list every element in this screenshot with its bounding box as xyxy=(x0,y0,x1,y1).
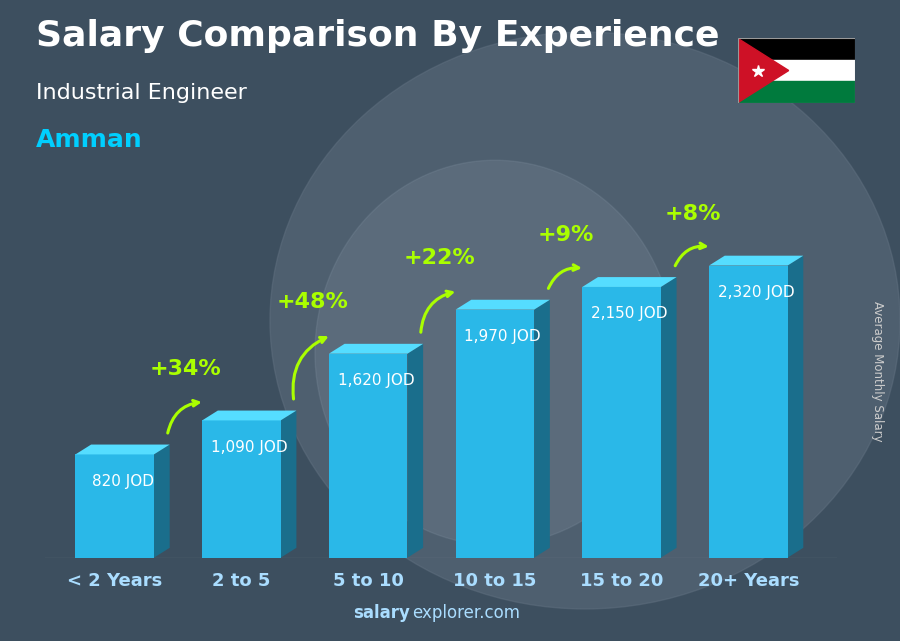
Text: Industrial Engineer: Industrial Engineer xyxy=(36,83,247,103)
Text: Amman: Amman xyxy=(36,128,143,152)
Bar xyxy=(582,287,661,558)
Polygon shape xyxy=(788,256,804,558)
Bar xyxy=(738,81,855,103)
Polygon shape xyxy=(202,410,296,420)
Text: +48%: +48% xyxy=(276,292,348,312)
Text: +8%: +8% xyxy=(664,204,721,224)
Text: +22%: +22% xyxy=(403,248,475,268)
Text: 2,150 JOD: 2,150 JOD xyxy=(591,306,668,321)
Text: +9%: +9% xyxy=(538,226,594,246)
Bar xyxy=(738,60,855,81)
Polygon shape xyxy=(582,277,677,287)
Polygon shape xyxy=(661,277,677,558)
Text: Salary Comparison By Experience: Salary Comparison By Experience xyxy=(36,19,719,53)
Bar xyxy=(202,420,281,558)
Polygon shape xyxy=(76,445,170,454)
Polygon shape xyxy=(281,410,296,558)
Text: explorer.com: explorer.com xyxy=(412,604,520,622)
Polygon shape xyxy=(328,344,423,354)
Ellipse shape xyxy=(270,32,900,609)
Text: 1,970 JOD: 1,970 JOD xyxy=(464,329,541,344)
Polygon shape xyxy=(738,38,788,103)
Bar xyxy=(455,310,534,558)
Text: salary: salary xyxy=(353,604,410,622)
Bar xyxy=(76,454,154,558)
Text: 1,090 JOD: 1,090 JOD xyxy=(211,440,288,455)
Ellipse shape xyxy=(315,160,675,545)
Text: 820 JOD: 820 JOD xyxy=(92,474,154,489)
Polygon shape xyxy=(534,300,550,558)
Text: 2,320 JOD: 2,320 JOD xyxy=(718,285,795,300)
Bar xyxy=(709,265,788,558)
Text: Average Monthly Salary: Average Monthly Salary xyxy=(871,301,884,442)
Polygon shape xyxy=(709,256,804,265)
Bar xyxy=(738,38,855,60)
Bar xyxy=(328,354,408,558)
Text: +34%: +34% xyxy=(150,359,221,379)
Polygon shape xyxy=(154,445,170,558)
Polygon shape xyxy=(408,344,423,558)
Polygon shape xyxy=(455,300,550,310)
Text: 1,620 JOD: 1,620 JOD xyxy=(338,373,414,388)
